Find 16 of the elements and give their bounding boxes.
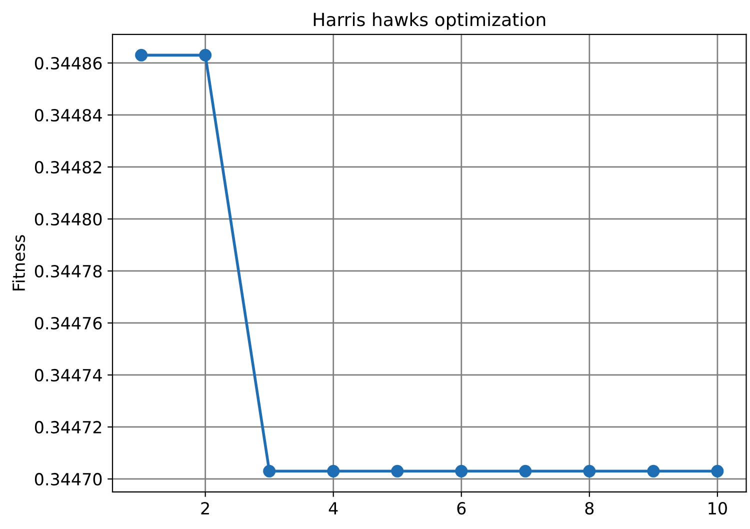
y-tick-label: 0.34470 bbox=[34, 472, 102, 486]
y-tick-label: 0.34472 bbox=[34, 420, 102, 434]
y-tick-label: 0.34484 bbox=[34, 108, 102, 122]
y-tick-label: 0.34480 bbox=[34, 212, 102, 226]
x-tick-label: 8 bbox=[585, 502, 594, 515]
y-axis-title: Fitness bbox=[12, 235, 26, 290]
x-tick-label: 4 bbox=[328, 502, 338, 514]
y-tick-label: 0.34482 bbox=[34, 160, 102, 174]
chart-title: Harris hawks optimization bbox=[314, 12, 546, 30]
y-tick-label: 0.34486 bbox=[34, 56, 102, 70]
x-tick-label: 2 bbox=[201, 502, 209, 514]
y-tick-label: 0.34478 bbox=[34, 264, 102, 278]
y-tick-label: 0.34474 bbox=[34, 368, 102, 382]
y-tick-label: 0.34476 bbox=[34, 316, 102, 330]
x-tick-label: 6 bbox=[457, 502, 466, 515]
x-tick-label: 10 bbox=[708, 502, 727, 515]
